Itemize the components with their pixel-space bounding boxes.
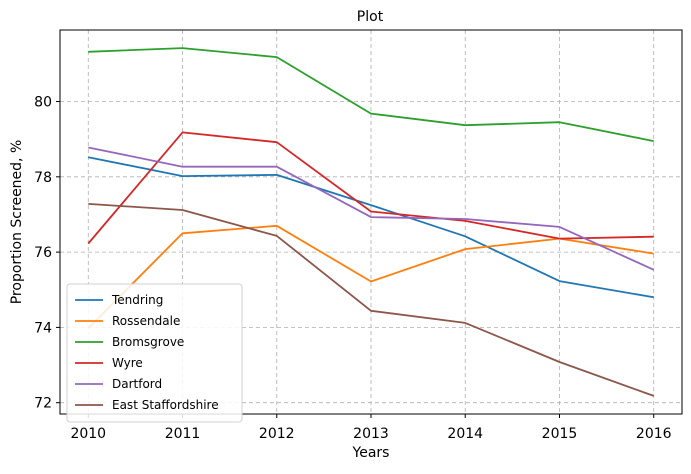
legend-entry: Dartford [112, 377, 162, 391]
y-tick-label: 72 [34, 396, 52, 412]
series-lines [87, 47, 655, 397]
legend-entry: Rossendale [112, 314, 180, 328]
series-line-dartford [88, 146, 655, 271]
series-line-tendring [88, 156, 654, 299]
y-tick-label: 78 [34, 170, 52, 186]
x-tick-label: 2013 [353, 426, 389, 442]
chart-title: Plot [357, 9, 384, 25]
series-line-wyre [87, 131, 654, 245]
x-tick-label: 2012 [259, 426, 295, 442]
x-tick-label: 2011 [165, 426, 201, 442]
y-tick-label: 74 [34, 320, 52, 336]
x-axis-label: Years [352, 445, 390, 461]
x-tick-label: 2014 [447, 426, 483, 442]
legend-entry: East Staffordshire [112, 398, 219, 412]
y-tick-label: 76 [34, 245, 52, 261]
y-tick-label: 80 [34, 95, 52, 111]
x-tick-label: 2010 [70, 426, 106, 442]
legend-entry: Bromsgrove [112, 335, 184, 349]
x-tick-label: 2015 [542, 426, 578, 442]
legend-entry: Tendring [111, 293, 163, 307]
x-tick-label: 2016 [636, 426, 672, 442]
legend-entry: Wyre [112, 356, 143, 370]
series-line-bromsgrove [88, 47, 654, 142]
grid-lines [60, 30, 682, 414]
axis-ticks: 2010 2011 2012 2013 2014 2015 2016 72 74 76 78 80 [34, 95, 671, 442]
legend: Tendring Rossendale Bromsgrove Wyre Dartford… [66, 283, 243, 423]
legend-box [66, 283, 243, 423]
y-axis-label: Proportion Screened, % [9, 140, 25, 305]
series-line-east-staffordshire [88, 203, 655, 397]
